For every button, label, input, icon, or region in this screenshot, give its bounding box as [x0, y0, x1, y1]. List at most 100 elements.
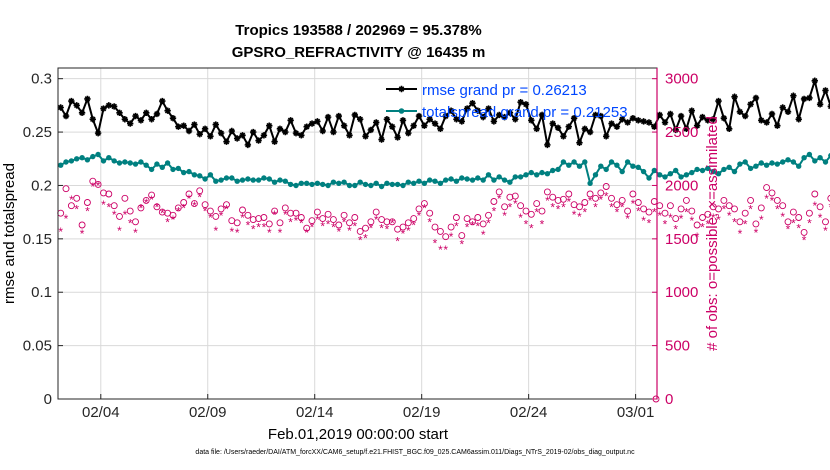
- rmse-marker: [137, 117, 145, 124]
- assimilated-obs-marker: *: [615, 206, 620, 220]
- spread-marker: [710, 168, 716, 175]
- spread-marker: [512, 174, 518, 180]
- x-tick-label: 03/01: [617, 404, 655, 421]
- rmse-marker: [822, 87, 829, 94]
- spread-marker: [528, 169, 534, 176]
- rmse-marker: [640, 118, 647, 125]
- assimilated-obs-marker: *: [358, 233, 363, 247]
- assimilated-obs-marker: *: [438, 243, 443, 257]
- spread-marker: [576, 163, 583, 169]
- assimilated-obs-marker: *: [588, 194, 593, 208]
- assimilated-obs-marker: *: [90, 180, 95, 194]
- y-tick-label: 0: [44, 391, 52, 408]
- possible-obs-marker: [490, 198, 498, 205]
- possible-obs-marker: [297, 214, 305, 221]
- spread-marker: [400, 182, 406, 189]
- assimilated-obs-marker: *: [743, 217, 748, 231]
- assimilated-obs-marker: *: [369, 222, 374, 236]
- possible-obs-marker: [217, 205, 225, 213]
- spread-marker: [806, 151, 813, 158]
- assimilated-obs-marker: *: [550, 200, 555, 214]
- rmse-marker: [447, 107, 455, 114]
- assimilated-obs-marker: *: [786, 223, 791, 237]
- assimilated-obs-marker: *: [545, 194, 550, 208]
- rmse-marker: [330, 128, 337, 136]
- assimilated-obs-marker: *: [807, 216, 812, 230]
- assimilated-obs-marker: *: [625, 212, 630, 226]
- spread-marker: [758, 160, 764, 166]
- assimilated-obs-marker: *: [791, 216, 796, 230]
- spread-marker: [560, 159, 567, 165]
- assimilated-obs-marker: *: [433, 237, 438, 251]
- possible-obs-marker: [110, 202, 118, 210]
- y-right-tick-label: 3000: [665, 71, 698, 88]
- spread-marker: [640, 168, 647, 175]
- assimilated-obs-marker: *: [58, 225, 63, 239]
- assimilated-obs-marker: *: [395, 235, 400, 249]
- spread-marker: [443, 177, 449, 183]
- assimilated-obs-marker: *: [101, 198, 106, 212]
- rmse-marker: [549, 120, 556, 127]
- rmse-marker: [720, 114, 728, 122]
- rmse-marker: [346, 132, 353, 139]
- assimilated-obs-marker: *: [133, 226, 138, 240]
- assimilated-obs-marker: *: [572, 208, 577, 222]
- rmse-marker: [89, 116, 96, 123]
- y-axis-label: rmse and totalspread: [1, 163, 18, 304]
- rmse-marker: [693, 122, 701, 129]
- rmse-marker: [784, 108, 792, 115]
- possible-obs-marker: [495, 188, 503, 196]
- assimilated-obs-marker: *: [652, 206, 657, 220]
- assimilated-obs-marker: *: [636, 205, 641, 219]
- spread-marker: [689, 169, 695, 176]
- assimilated-obs-marker: *: [256, 221, 261, 235]
- assimilated-obs-marker: *: [304, 226, 309, 240]
- assimilated-obs-marker: *: [738, 227, 743, 241]
- spread-marker: [411, 180, 417, 186]
- spread-marker: [175, 165, 181, 172]
- possible-obs-marker: [602, 183, 610, 190]
- rmse-marker: [415, 112, 423, 120]
- rmse-marker: [442, 112, 449, 120]
- spread-marker: [111, 158, 117, 164]
- rmse-marker: [282, 128, 289, 136]
- possible-obs-marker: [672, 215, 680, 223]
- possible-obs-marker: [335, 221, 343, 229]
- possible-obs-marker: [196, 187, 204, 195]
- y-right-tick-label: 500: [665, 338, 690, 355]
- assimilated-obs-marker: *: [80, 227, 85, 241]
- y-axis-left: 0 0.05 0.1 0.15 0.2 0.25 0.3: [23, 71, 63, 408]
- possible-obs-marker: [458, 232, 466, 240]
- rmse-marker: [699, 113, 706, 121]
- possible-obs-marker: [517, 202, 525, 210]
- possible-obs-marker: [581, 199, 589, 206]
- spread-marker: [122, 159, 128, 165]
- spread-marker: [84, 157, 91, 163]
- assimilated-obs-marker: *: [759, 213, 764, 227]
- rmse-marker: [736, 108, 744, 115]
- assimilated-obs-marker: *: [700, 221, 705, 235]
- assimilated-obs-marker: *: [176, 205, 181, 219]
- possible-obs-marker: [554, 196, 562, 204]
- possible-obs-marker: [351, 214, 359, 221]
- spread-marker: [427, 177, 433, 183]
- assimilated-obs-marker: *: [278, 226, 283, 240]
- possible-obs-marker: [249, 216, 257, 224]
- assimilated-obs-marker: *: [657, 209, 662, 223]
- possible-obs-marker: [255, 215, 263, 223]
- spread-marker: [298, 180, 304, 186]
- spread-marker: [223, 175, 230, 181]
- spread-marker: [330, 179, 337, 185]
- possible-obs-marker: [201, 201, 209, 209]
- spread-marker: [346, 182, 353, 189]
- possible-obs-marker: [479, 220, 487, 228]
- possible-obs-marker: [736, 218, 744, 226]
- possible-obs-marker: [597, 189, 605, 197]
- assimilated-obs-marker: *: [449, 230, 454, 244]
- spread-marker: [731, 168, 738, 175]
- spread-marker: [657, 172, 663, 178]
- assimilated-obs-marker: *: [727, 209, 732, 223]
- rmse-marker: [271, 138, 278, 145]
- possible-obs-marker: [292, 209, 300, 217]
- spread-marker: [79, 155, 85, 161]
